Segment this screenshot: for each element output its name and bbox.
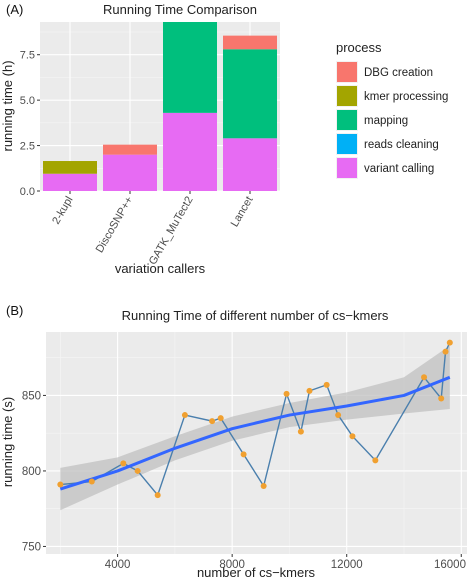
legend-swatch — [337, 86, 357, 106]
legend-label: DBG creation — [364, 67, 433, 79]
x-tick-label: 16000 — [434, 559, 466, 571]
bar-segment — [43, 161, 97, 174]
chart-a-x-ticks: 2-kupl DiscoSNP++ GATK_MuTect2 Lancet — [50, 191, 256, 268]
x-tick-label: 4000 — [105, 559, 131, 571]
x-tick-label: Lancet — [229, 195, 256, 230]
chart-b-points — [57, 339, 453, 499]
chart-b-x-axis-label: number of cs−kmers — [197, 565, 316, 579]
legend-swatch — [337, 134, 357, 154]
chart-a-bars — [43, 22, 277, 191]
data-point — [421, 374, 428, 381]
chart-b-y-ticks: 750 800 850 — [22, 390, 46, 553]
data-point — [297, 428, 304, 435]
data-point — [372, 457, 379, 464]
data-point — [209, 418, 216, 425]
y-tick-label: 800 — [22, 466, 41, 478]
y-tick-label: 2.5 — [20, 141, 35, 153]
chart-b-y-axis-label: running time (s) — [0, 397, 15, 487]
data-point — [306, 387, 313, 394]
legend-swatch — [337, 110, 357, 130]
legend-label: mapping — [364, 115, 408, 127]
data-point — [217, 415, 224, 422]
data-point — [134, 467, 141, 474]
x-tick-label: 12000 — [331, 559, 363, 571]
data-point — [438, 395, 445, 402]
bar-segment — [223, 138, 277, 191]
data-point — [442, 348, 449, 355]
y-tick-label: 850 — [22, 390, 41, 402]
legend-title: process — [336, 40, 382, 55]
data-point — [240, 451, 247, 458]
panel-a-tag: (A) — [6, 2, 23, 17]
y-tick-label: 5.0 — [20, 95, 35, 107]
bar-segment — [163, 22, 217, 113]
panel-a: (A) Running Time Comparison 0.0 2.5 5.0 7.5… — [0, 2, 448, 276]
data-point — [323, 381, 330, 388]
chart-b-x-ticks: 4000 8000 12000 16000 — [105, 554, 466, 571]
x-tick-label: DiscoSNP++ — [94, 195, 136, 256]
data-point — [154, 492, 161, 499]
y-tick-label: 7.5 — [20, 50, 35, 62]
legend-label: variant calling — [364, 163, 434, 175]
legend-label: reads cleaning — [364, 139, 439, 151]
smooth-line — [59, 375, 451, 491]
bar-segment — [43, 173, 97, 191]
chart-b-smooth-line — [59, 375, 451, 491]
y-tick-label: 750 — [22, 541, 41, 553]
data-point — [446, 339, 453, 346]
chart-b-plot-bg — [46, 332, 467, 554]
legend-swatch — [337, 62, 357, 82]
legend-swatch — [337, 158, 357, 178]
chart-b-title: Running Time of different number of cs−k… — [122, 308, 389, 323]
data-point — [283, 390, 290, 397]
bar-segment — [163, 112, 217, 191]
chart-a-legend: process DBG creation kmer processing mappi… — [336, 40, 448, 179]
x-tick-label: 8000 — [219, 559, 245, 571]
bar-segment — [103, 154, 157, 191]
chart-b-confidence-band — [60, 345, 450, 511]
legend-label: kmer processing — [364, 91, 448, 103]
chart-a-title: Running Time Comparison — [103, 2, 257, 17]
data-point — [120, 460, 127, 467]
data-point — [260, 483, 267, 490]
panel-b-tag: (B) — [6, 303, 23, 318]
bar-segment — [103, 144, 157, 155]
data-point — [181, 412, 188, 419]
chart-a-y-ticks: 0.0 2.5 5.0 7.5 — [20, 50, 40, 198]
x-tick-label: GATK_MuTect2 — [147, 195, 196, 268]
chart-a-x-axis-label: variation callers — [115, 261, 206, 276]
x-tick-label: 2-kupl — [50, 195, 75, 227]
confidence-band — [60, 345, 450, 511]
data-point — [57, 481, 64, 488]
bar-segment — [223, 35, 277, 50]
y-tick-label: 0.0 — [20, 186, 35, 198]
bar-segment — [223, 49, 277, 139]
chart-a-y-axis-label: running time (h) — [0, 60, 15, 151]
data-point — [349, 433, 356, 440]
panel-b: (B) Running Time of different number of … — [0, 303, 467, 579]
data-point — [335, 412, 342, 419]
data-point — [88, 478, 95, 485]
